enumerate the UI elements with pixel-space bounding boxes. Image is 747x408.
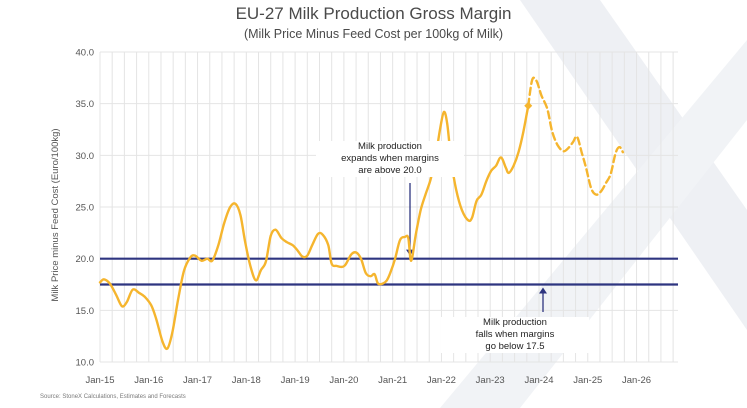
x-tick-label: Jan-15: [85, 375, 114, 386]
chart-subtitle: (Milk Price Minus Feed Cost per 100kg of…: [243, 27, 504, 41]
annotation-arrow-head: [539, 287, 547, 294]
y-tick-label: 40.0: [76, 48, 95, 59]
annotation-falls-line-3: go below 17.5: [485, 341, 545, 352]
annotation-expands: Milk production expands when margins are…: [316, 141, 464, 177]
x-tick-label: Jan-21: [378, 375, 407, 386]
y-tick-label: 20.0: [76, 254, 95, 265]
source-note: Source: StoneX Calculations, Estimates a…: [40, 394, 186, 400]
series-line-actual: [98, 104, 530, 351]
annotation-falls-line-1: Milk production: [483, 317, 547, 328]
data-point-marker: [524, 101, 533, 110]
annotation-arrows: [406, 183, 547, 312]
annotation-falls-line-2: falls when margins: [475, 329, 555, 340]
annotation-expands-line-1: Milk production: [358, 141, 422, 152]
watermark-shape-1: [520, 0, 747, 330]
chart-title: EU-27 Milk Production Gross Margin: [235, 4, 512, 23]
series-line-forecast: [527, 76, 625, 196]
x-tick-label: Jan-20: [329, 375, 358, 386]
x-tick-label: Jan-24: [524, 375, 553, 386]
x-tick-label: Jan-17: [183, 375, 212, 386]
x-tick-label: Jan-19: [281, 375, 310, 386]
y-tick-labels: 10.0 15.0 20.0 25.0 30.0 35.0 40.0: [76, 48, 95, 369]
x-tick-label: Jan-16: [134, 375, 163, 386]
annotation-expands-line-2: expands when margins: [341, 153, 439, 164]
y-tick-label: 15.0: [76, 306, 95, 317]
reference-lines: [100, 257, 678, 286]
y-tick-label: 30.0: [76, 151, 95, 162]
y-tick-label: 35.0: [76, 99, 95, 110]
x-tick-labels: Jan-15 Jan-16 Jan-17 Jan-18 Jan-19 Jan-20 Jan-…: [85, 375, 651, 386]
y-axis-label: Milk Price minus Feed Cost (Euro/100kg): [50, 128, 61, 301]
y-tick-label: 10.0: [76, 358, 95, 369]
y-tick-label: 25.0: [76, 203, 95, 214]
x-tick-label: Jan-23: [476, 375, 505, 386]
annotation-falls: Milk production falls when margins go be…: [441, 317, 589, 353]
x-tick-label: Jan-18: [232, 375, 261, 386]
x-tick-label: Jan-25: [573, 375, 602, 386]
x-tick-label: Jan-22: [427, 375, 456, 386]
x-tick-label: Jan-26: [622, 375, 651, 386]
grid-lines: [99, 51, 678, 363]
watermark-shape-2: [440, 40, 747, 408]
data-series: [98, 76, 625, 351]
annotation-expands-line-3: are above 20.0: [358, 165, 422, 176]
